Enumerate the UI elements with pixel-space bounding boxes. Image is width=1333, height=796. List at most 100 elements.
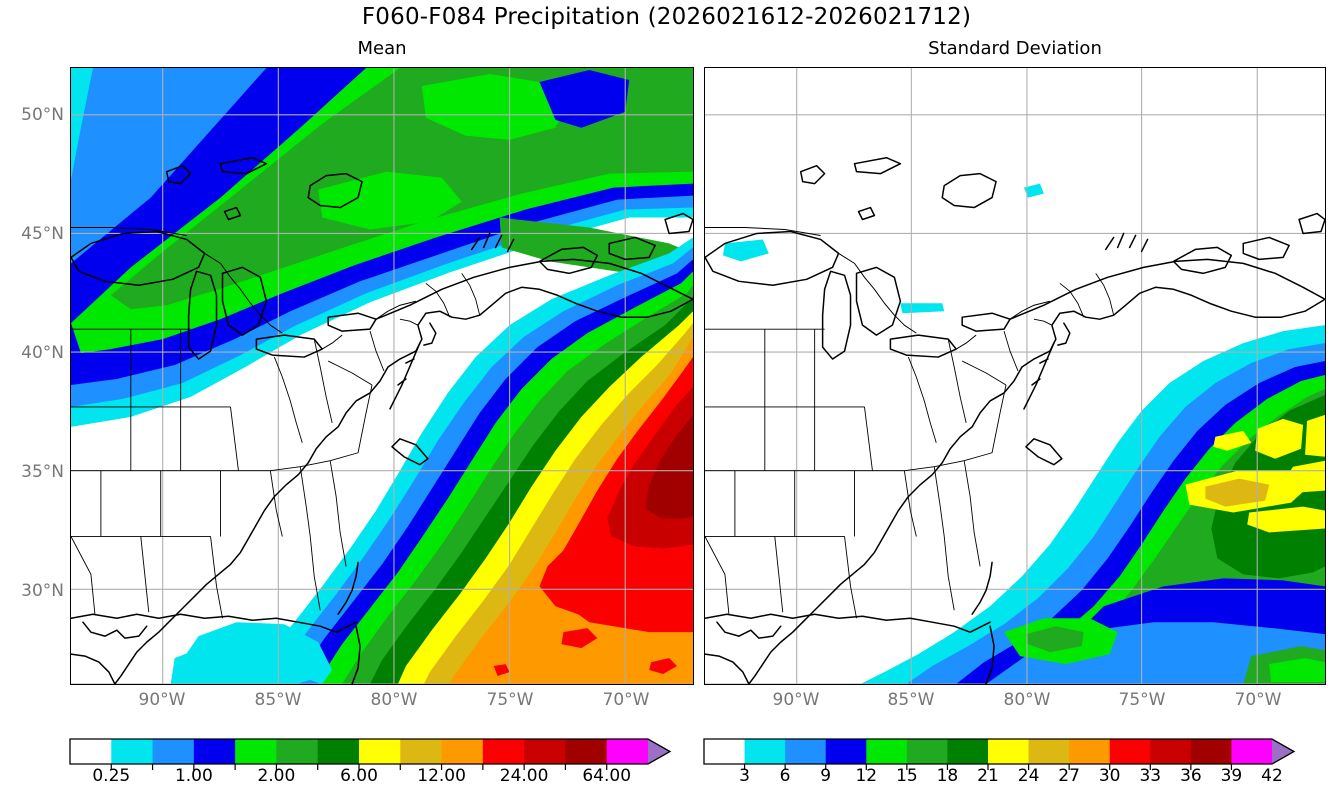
map-panel-mean[interactable]: [70, 67, 694, 685]
ytick-35n: 35°N: [21, 462, 64, 482]
colorbar-swatch: [744, 739, 786, 764]
colorbar-swatch: [152, 739, 195, 764]
xtick-mean-80w: 80°W: [370, 690, 418, 710]
colorbar-swatch: [606, 739, 649, 764]
colorbar-swatch: [1150, 739, 1192, 764]
colorbar-swatch: [785, 739, 827, 764]
colorbar-tick-label: 27: [1058, 766, 1080, 786]
colorbar-tick-label: 39: [1220, 766, 1243, 786]
colorbar-tick-label: 24: [1017, 766, 1040, 786]
colorbar-swatch: [111, 739, 153, 764]
colorbar-swatch: [441, 739, 484, 764]
map-panel-standard-deviation[interactable]: [704, 67, 1326, 685]
colorbar-swatch: [400, 739, 442, 764]
colorbar-swatch: [317, 739, 360, 764]
sd-tongue-mediumgreen-island: [1025, 626, 1084, 653]
panel-title-standard-deviation: Standard Deviation: [928, 38, 1102, 59]
contour-lobe-green-ne: [421, 73, 570, 140]
figure-suptitle: F060-F084 Precipitation (2026021612-2026…: [361, 4, 972, 30]
colorbar-swatch: [988, 739, 1029, 764]
contour-band-offshore-red-south: [539, 586, 693, 633]
colorbar-tick-label: 64.00: [582, 766, 632, 786]
colorbar-swatch: [704, 739, 745, 764]
colorbar-tick-label: 0.25: [92, 766, 131, 786]
colorbar-extend-arrow: [1272, 739, 1294, 764]
xtick-mean-85w: 85°W: [254, 690, 302, 710]
colorbar-tick-label: 12: [855, 766, 878, 786]
ytick-50n: 50°N: [21, 105, 64, 125]
xtick-sd-70w: 70°W: [1234, 690, 1282, 710]
colorbar-tick-label: 6: [779, 766, 791, 786]
contour-gulf-blue-core: [296, 680, 322, 684]
colorbar-swatch: [482, 739, 525, 764]
ytick-30n: 30°N: [21, 581, 64, 601]
colorbar-swatch: [1069, 739, 1111, 764]
colorbar-swatch: [565, 739, 608, 764]
xtick-mean-75w: 75°W: [486, 690, 534, 710]
colorbar-tick-label: 2.00: [257, 766, 296, 786]
map-plot-area-standard-deviation: [705, 68, 1325, 684]
colorbar-swatch: [906, 739, 948, 764]
ytick-45n: 45°N: [21, 224, 64, 244]
xtick-mean-90w: 90°W: [138, 690, 186, 710]
sd-patch-cyan-superior: [722, 239, 769, 262]
colorbar-swatch: [1190, 739, 1232, 764]
colorbar-tick-label: 6.00: [340, 766, 378, 786]
colorbar-tick-label: 3: [739, 766, 750, 786]
colorbar-tick-label: 36: [1180, 766, 1202, 786]
contour-speckle-red-4: [667, 572, 690, 587]
contour-band-offshore-deepred: [645, 414, 693, 519]
coastlines-standard-deviation: [705, 156, 1325, 684]
colorbar-swatch: [235, 739, 277, 764]
xtick-sd-90w: 90°W: [772, 690, 820, 710]
colorbar-tick-label: 21: [977, 766, 999, 786]
colorbar-tick-label: 1.00: [174, 766, 213, 786]
xtick-sd-80w: 80°W: [1003, 690, 1051, 710]
xtick-sd-75w: 75°W: [1118, 690, 1166, 710]
contour-lobe-green-central: [318, 171, 462, 230]
colorbar-tick-label: 18: [936, 766, 959, 786]
colorbar-tick-label: 33: [1139, 766, 1162, 786]
sd-max-yellow-low: [1247, 506, 1325, 533]
colorbar-swatch: [947, 739, 989, 764]
panel-title-mean: Mean: [357, 38, 407, 59]
xtick-mean-70w: 70°W: [602, 690, 650, 710]
contour-speckle-red-2: [649, 658, 678, 675]
sd-max-yellow-ne2: [1305, 414, 1325, 457]
political-borders-mean: [71, 226, 481, 619]
colorbar-swatch: [1231, 739, 1273, 764]
sd-max-yellow-ne: [1255, 418, 1304, 459]
colorbar-tick-label: 24.00: [499, 766, 549, 786]
colorbar-swatch: [524, 739, 566, 764]
colorbar-swatch: [193, 739, 236, 764]
sd-patch-cyan-north: [1023, 183, 1044, 198]
sd-max-yellow-small: [1213, 430, 1252, 451]
colorbar-standard-deviation[interactable]: [703, 738, 1296, 770]
xtick-sd-85w: 85°W: [887, 690, 935, 710]
sd-green-se-inner: [1269, 658, 1325, 683]
colorbar-mean[interactable]: [69, 738, 672, 770]
colorbar-mean-labels: 0.25 1.00 2.00 6.00 12.00 24.00 64.00: [70, 766, 670, 792]
map-plot-area-mean: [71, 68, 693, 684]
colorbar-swatch: [1109, 739, 1151, 764]
political-borders-standard-deviation: [705, 226, 1115, 619]
contour-lobe-blue-ne: [539, 69, 630, 128]
sd-max-gold-mid: [1205, 478, 1270, 507]
colorbar-tick-label: 30: [1098, 766, 1121, 786]
colorbar-tick-label: 9: [820, 766, 832, 786]
contour-band-offshore-red: [539, 357, 693, 623]
colorbar-extend-arrow: [648, 739, 670, 764]
colorbar-tick-label: 42: [1261, 766, 1283, 786]
contour-speckle-red-1: [561, 628, 598, 649]
yaxis-labels-mean: 50°N 45°N 40°N 35°N 30°N: [0, 67, 64, 685]
colorbar-swatch: [70, 739, 112, 764]
colorbar-standard-deviation-labels: 3 6 9 12 15 18 21 24 27 30 33 36 39 42: [704, 766, 1294, 792]
colorbar-swatch: [1028, 739, 1070, 764]
coastlines-mean: [71, 156, 693, 684]
colorbar-swatch: [359, 739, 401, 764]
colorbar-swatch: [825, 739, 867, 764]
colorbar-tick-label: 12.00: [417, 766, 466, 786]
colorbar-swatch: [276, 739, 319, 764]
contour-speckle-red-3: [493, 664, 510, 677]
